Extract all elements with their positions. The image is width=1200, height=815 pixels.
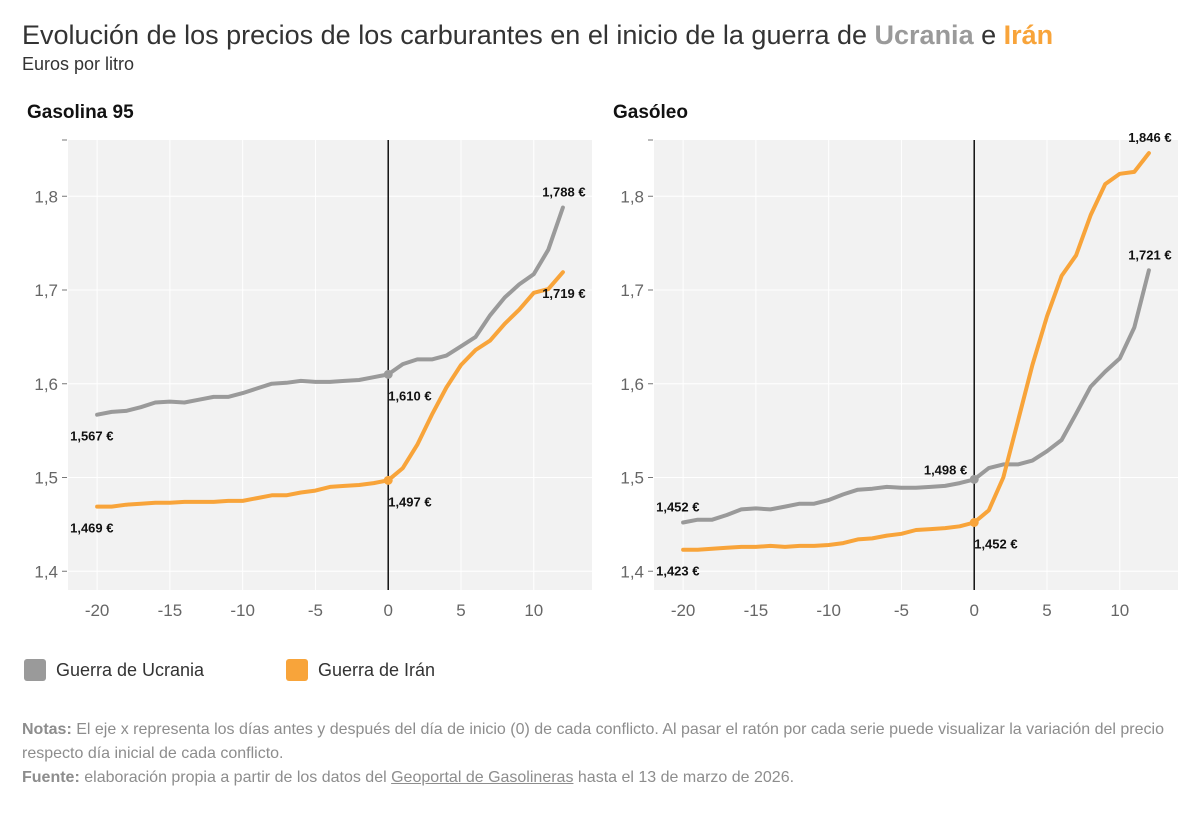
title-and: e [981, 20, 997, 50]
y-tick-label: 1,5 [34, 469, 58, 488]
series-line-iran[interactable] [681, 151, 1151, 552]
data-label: 1,497 € [388, 494, 431, 509]
x-tick-label: -10 [230, 601, 255, 620]
y-tick-label: 1,5 [620, 469, 644, 488]
chart-gasoleo: Gasóleo 1,4 1,5 1,6 1,7 1,8 -20 -15 -10 -5 0 5 10 1,… [586, 95, 1186, 640]
x-tick-label: -10 [816, 601, 841, 620]
y-tick-label: 1,7 [620, 281, 644, 300]
data-label: 1,610 € [388, 388, 431, 403]
source-label: Fuente: [22, 769, 80, 786]
data-label: 1,788 € [542, 185, 585, 200]
point-marker-ukraine[interactable] [969, 474, 979, 484]
title-prefix: Evolución de los precios de los carburan… [22, 20, 868, 50]
page-subtitle: Euros por litro [22, 54, 135, 74]
point-marker-iran[interactable] [383, 475, 393, 485]
x-tick-label: -15 [744, 601, 769, 620]
series-line-ukraine[interactable] [681, 268, 1151, 525]
notes-paragraph: Notas: El eje x representa los días ante… [22, 718, 1182, 766]
chart-svg: 1,4 1,5 1,6 1,7 1,8 -20 -15 -10 -5 0 5 10 1,452 € 1,4… [620, 130, 1178, 620]
x-tick-label: -20 [671, 601, 696, 620]
data-label: 1,567 € [70, 429, 113, 444]
x-tick-label: -5 [308, 601, 323, 620]
x-tick-label: 0 [969, 601, 978, 620]
x-tick-label: -15 [158, 601, 183, 620]
plot-background [654, 140, 1178, 590]
chart-title: Gasolina 95 [27, 102, 134, 123]
x-tick-label: 5 [1042, 601, 1051, 620]
y-tick-label: 1,4 [34, 562, 58, 581]
y-tick-label: 1,4 [620, 562, 644, 581]
footnotes: Notas: El eje x representa los días ante… [22, 718, 1182, 790]
page-title: Evolución de los precios de los carburan… [22, 20, 1053, 51]
data-label: 1,452 € [974, 537, 1017, 552]
y-tick-label: 1,8 [34, 187, 58, 206]
point-marker-iran[interactable] [969, 518, 979, 527]
legend-swatch-iran [286, 659, 308, 681]
x-tick-label: 5 [456, 601, 465, 620]
x-tick-label: -20 [85, 601, 110, 620]
y-tick-label: 1,6 [34, 375, 58, 394]
data-label: 1,452 € [656, 500, 699, 515]
y-tick-label: 1,8 [620, 187, 644, 206]
x-tick-label: 10 [1110, 601, 1129, 620]
point-marker-ukraine[interactable] [383, 369, 393, 379]
x-tick-label: 0 [383, 601, 392, 620]
source-text-before: elaboración propia a partir de los datos… [84, 769, 387, 786]
plot-background [68, 140, 592, 590]
legend-label-ukraine: Guerra de Ucrania [56, 659, 205, 680]
legend-item-iran[interactable]: Guerra de Irán [286, 655, 435, 685]
notes-label: Notas: [22, 721, 72, 738]
x-tick-label: -5 [894, 601, 909, 620]
title-ukraine: Ucrania [874, 20, 974, 50]
data-label: 1,719 € [542, 286, 585, 301]
series-line-ukraine[interactable] [95, 205, 565, 417]
source-paragraph: Fuente: elaboración propia a partir de l… [22, 766, 1182, 790]
title-iran: Irán [1003, 20, 1054, 50]
chart-title: Gasóleo [613, 102, 688, 123]
series-line-iran[interactable] [95, 270, 565, 509]
chart-svg: 1,4 1,5 1,6 1,7 1,8 -20 -15 -10 -5 0 5 10 1,567 € 1,6… [34, 139, 592, 620]
data-label: 1,846 € [1128, 130, 1171, 145]
legend-label-iran: Guerra de Irán [318, 659, 436, 680]
legend-item-ukraine[interactable]: Guerra de Ucrania [24, 655, 204, 685]
data-label: 1,469 € [70, 521, 113, 536]
x-tick-label: 10 [524, 601, 543, 620]
y-tick-label: 1,7 [34, 281, 58, 300]
chart-gasolina: Gasolina 95 1,4 1,5 1,6 1,7 1,8 -20 -15 -10 -5 0 5… [0, 95, 600, 640]
source-text-after: hasta el 13 de marzo de 2026. [577, 769, 795, 786]
legend-swatch-ukraine [24, 659, 46, 681]
source-link[interactable]: Geoportal de Gasolineras [391, 769, 574, 786]
y-tick-label: 1,6 [620, 375, 644, 394]
notes-text: El eje x representa los días antes y des… [22, 721, 1164, 762]
data-label: 1,721 € [1128, 247, 1171, 262]
data-label: 1,498 € [924, 462, 967, 477]
data-label: 1,423 € [656, 564, 699, 579]
